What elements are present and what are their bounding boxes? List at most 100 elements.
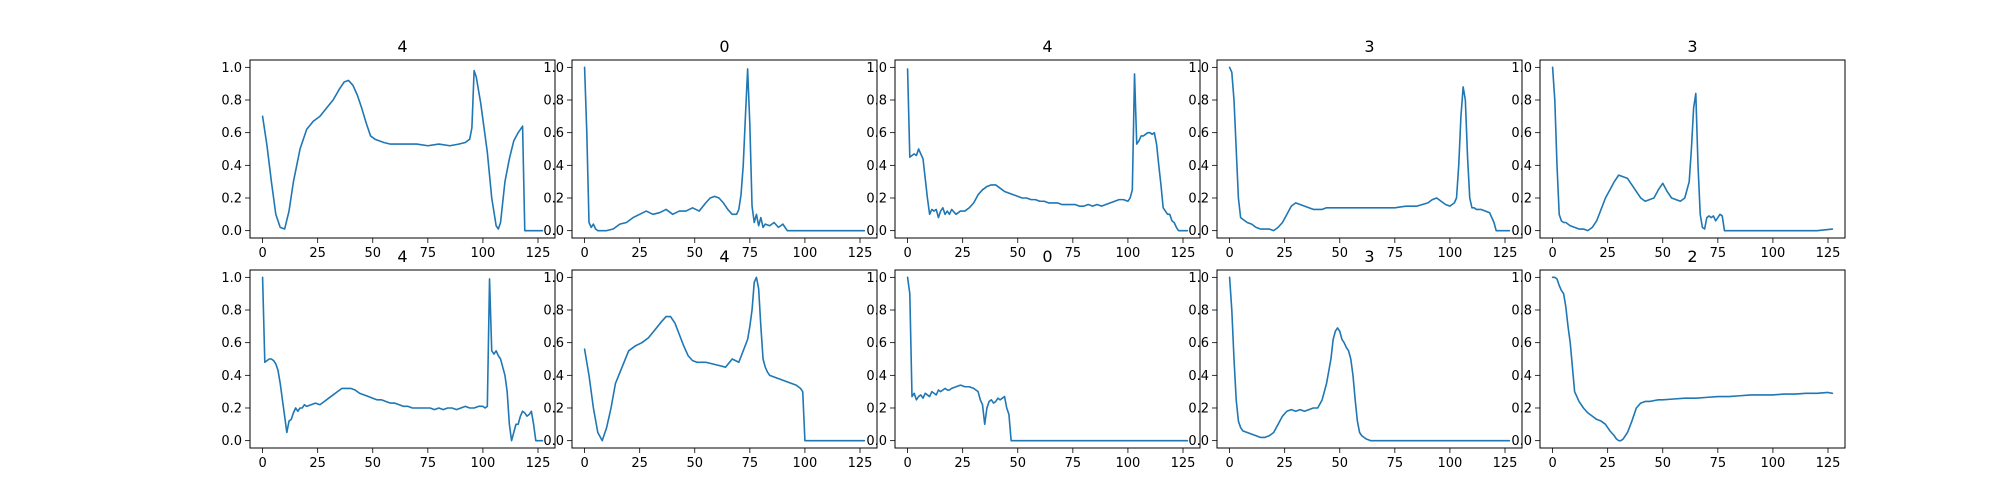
y-tick-label: 0.6	[1188, 126, 1209, 141]
series-line	[1551, 66, 1834, 232]
y-tick-label: 0.8	[221, 94, 242, 109]
y-tick-label: 0.0	[1511, 224, 1532, 239]
x-tick-label: 25	[954, 456, 971, 471]
x-tick-label: 0	[580, 246, 588, 261]
x-tick-label: 75	[742, 456, 759, 471]
subplot-title: 4	[397, 247, 407, 266]
y-tick-label: 0.8	[1188, 304, 1209, 319]
y-tick-label: 0.8	[221, 304, 242, 319]
y-tick-label: 1.0	[1511, 271, 1532, 286]
y-tick-label: 0.4	[1188, 369, 1209, 384]
y-tick-label: 1.0	[543, 271, 564, 286]
y-tick-label: 0.8	[1511, 304, 1532, 319]
x-tick-label: 50	[364, 456, 381, 471]
series-line	[1228, 66, 1511, 232]
y-tick-label: 0.4	[221, 369, 242, 384]
y-tick-label: 0.0	[1188, 434, 1209, 449]
x-tick-label: 125	[848, 456, 873, 471]
y-tick-label: 0.6	[543, 336, 564, 351]
x-tick-label: 25	[309, 246, 326, 261]
axes-frame	[1216, 269, 1523, 449]
x-tick-label: 75	[1065, 456, 1082, 471]
series-line	[261, 276, 544, 442]
series-line	[583, 276, 866, 442]
x-tick-label: 25	[1276, 246, 1293, 261]
subplot-title: 4	[719, 247, 729, 266]
x-tick-label: 75	[1387, 456, 1404, 471]
y-tick-label: 0.8	[1188, 94, 1209, 109]
y-tick-label: 1.0	[543, 61, 564, 76]
series-line	[906, 68, 1189, 232]
y-tick-label: 0.2	[1188, 401, 1209, 416]
y-tick-label: 0.6	[1511, 126, 1532, 141]
axes-frame	[571, 59, 878, 239]
y-tick-label: 0.6	[1188, 336, 1209, 351]
x-tick-label: 50	[364, 246, 381, 261]
subplot-3: 4 0 25 50 75 100 125 0.0 0.2 0.4 0.6 0.8 1.0	[866, 37, 1201, 261]
axes-frame	[894, 59, 1201, 239]
subplot-5: 3 0 25 50 75 100 125 0.0 0.2 0.4 0.6 0.8 1.0	[1511, 37, 1846, 261]
x-tick-label: 75	[1065, 246, 1082, 261]
x-tick-label: 0	[1225, 456, 1233, 471]
y-tick-label: 0.4	[866, 159, 887, 174]
axes-frame	[1539, 269, 1846, 449]
y-tick-label: 0.2	[543, 191, 564, 206]
x-tick-label: 100	[793, 246, 818, 261]
x-tick-label: 50	[1009, 456, 1026, 471]
x-tick-label: 100	[471, 456, 496, 471]
series-line	[1228, 276, 1511, 442]
y-tick-label: 1.0	[1188, 271, 1209, 286]
y-tick-label: 1.0	[221, 61, 242, 76]
y-tick-label: 0.2	[1511, 191, 1532, 206]
x-tick-label: 0	[258, 246, 266, 261]
subplot-9: 3 0 25 50 75 100 125 0.0 0.2 0.4 0.6 0.8 1.0	[1188, 247, 1523, 471]
y-tick-label: 0.2	[543, 401, 564, 416]
y-tick-label: 0.0	[543, 434, 564, 449]
x-tick-label: 0	[580, 456, 588, 471]
y-tick-label: 0.6	[1511, 336, 1532, 351]
y-tick-label: 0.2	[866, 401, 887, 416]
y-tick-label: 0.8	[543, 304, 564, 319]
x-tick-label: 125	[1493, 246, 1518, 261]
y-tick-label: 0.0	[1188, 224, 1209, 239]
x-tick-label: 0	[258, 456, 266, 471]
x-tick-label: 100	[1761, 456, 1786, 471]
x-tick-label: 0	[903, 246, 911, 261]
y-tick-label: 1.0	[866, 271, 887, 286]
y-tick-label: 0.8	[1511, 94, 1532, 109]
x-tick-label: 125	[848, 246, 873, 261]
x-tick-label: 75	[1710, 456, 1727, 471]
y-tick-label: 0.4	[1188, 159, 1209, 174]
x-tick-label: 25	[309, 456, 326, 471]
x-tick-label: 125	[1816, 456, 1841, 471]
y-tick-label: 0.4	[543, 159, 564, 174]
x-tick-label: 125	[1493, 456, 1518, 471]
x-tick-label: 125	[1171, 246, 1196, 261]
x-tick-label: 125	[526, 246, 551, 261]
axes-frame	[1216, 59, 1523, 239]
x-tick-label: 50	[1009, 246, 1026, 261]
y-tick-label: 0.0	[221, 434, 242, 449]
y-tick-label: 0.8	[866, 94, 887, 109]
y-tick-label: 0.6	[866, 336, 887, 351]
x-tick-label: 0	[1548, 246, 1556, 261]
y-tick-label: 0.4	[866, 369, 887, 384]
subplot-title: 3	[1364, 247, 1374, 266]
x-tick-label: 25	[954, 246, 971, 261]
subplot-7: 4 0 25 50 75 100 125 0.0 0.2 0.4 0.6 0.8 1.0	[543, 247, 878, 471]
series-line	[1551, 276, 1834, 442]
x-tick-label: 0	[1225, 246, 1233, 261]
series-line	[261, 69, 544, 232]
y-tick-label: 1.0	[1511, 61, 1532, 76]
y-tick-label: 0.4	[221, 159, 242, 174]
y-tick-label: 0.8	[543, 94, 564, 109]
x-tick-label: 75	[420, 456, 437, 471]
subplot-title: 2	[1687, 247, 1697, 266]
y-tick-label: 0.4	[1511, 369, 1532, 384]
subplot-1: 4 0 25 50 75 100 125 0.0 0.2 0.4 0.6 0.8 1.0	[221, 37, 556, 261]
x-tick-label: 100	[1438, 246, 1463, 261]
x-tick-label: 100	[1761, 246, 1786, 261]
y-tick-label: 0.2	[1188, 191, 1209, 206]
subplot-10: 2 0 25 50 75 100 125 0.0 0.2 0.4 0.6 0.8 1.0	[1511, 247, 1846, 471]
